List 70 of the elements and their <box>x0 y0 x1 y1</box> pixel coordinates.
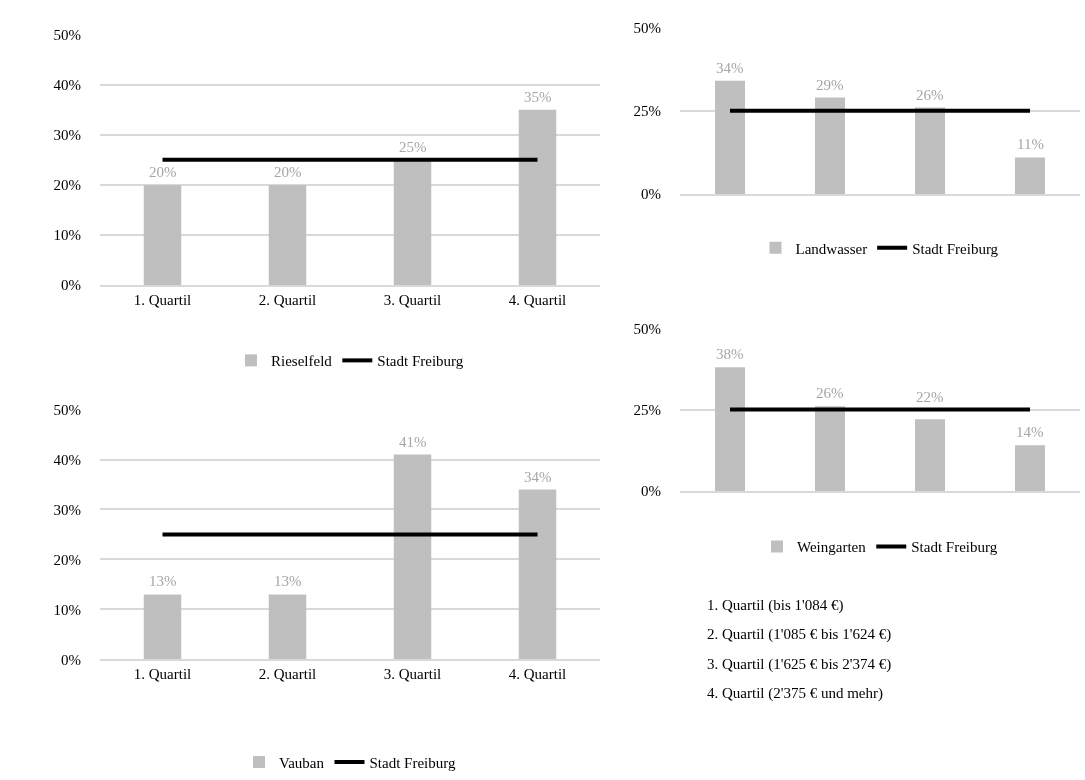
bar <box>393 454 432 660</box>
y-tick-label: 20% <box>53 551 81 568</box>
y-tick-label: 0% <box>641 483 661 500</box>
data-label: 20% <box>274 164 302 180</box>
legend-label: Landwasser <box>795 240 868 257</box>
bar <box>815 97 845 195</box>
data-label: 34% <box>524 469 552 485</box>
bar <box>915 419 945 491</box>
y-tick-label: 50% <box>53 26 81 43</box>
legend-label: Stadt Freiburg <box>377 353 464 370</box>
data-label: 20% <box>149 164 177 180</box>
y-tick-label: 30% <box>53 501 81 518</box>
bar <box>915 107 945 195</box>
y-tick-label: 20% <box>53 177 81 194</box>
text: 4. Quartil (2'375 € und mehr) <box>707 685 884 702</box>
x-tick-label: 1. Quartil <box>133 666 192 683</box>
x-tick-label: 2. Quartil <box>258 292 317 309</box>
bar <box>518 489 557 660</box>
data-label: 29% <box>816 77 844 93</box>
bar <box>1015 445 1045 491</box>
y-tick-label: 25% <box>633 103 661 120</box>
y-tick-label: 0% <box>641 186 661 203</box>
y-tick-label: 30% <box>53 127 81 143</box>
bar <box>268 594 307 660</box>
legend-label: Rieselfeld <box>271 353 333 370</box>
y-tick-label: 40% <box>53 451 81 468</box>
legend-label: Vauban <box>279 754 325 771</box>
y-tick-label: 10% <box>53 601 81 618</box>
y-tick-label: 10% <box>53 227 81 244</box>
data-label: 14% <box>1016 424 1044 440</box>
bar <box>518 109 557 286</box>
bar <box>715 367 745 491</box>
x-tick-label: 3. Quartil <box>383 666 442 683</box>
y-tick-label: 0% <box>61 651 81 668</box>
data-label: 34% <box>716 60 744 76</box>
data-label: 11% <box>1017 136 1044 152</box>
bar <box>815 406 845 491</box>
y-tick-label: 25% <box>633 401 661 418</box>
bar <box>143 184 182 286</box>
bar <box>715 80 745 195</box>
legend-label: Stadt Freiburg <box>911 539 998 556</box>
data-label: 26% <box>916 87 944 103</box>
data-label: 41% <box>399 434 427 450</box>
data-label: 22% <box>916 389 944 405</box>
data-label: 38% <box>716 346 744 362</box>
x-tick-label: 4. Quartil <box>508 666 567 683</box>
y-tick-label: 50% <box>53 401 81 418</box>
data-label: 25% <box>399 139 427 155</box>
text: 1. Quartil (bis 1'084 €) <box>707 597 844 614</box>
legend-label: Stadt Freiburg <box>912 240 999 257</box>
y-tick-label: 50% <box>633 320 661 337</box>
bar <box>393 159 432 286</box>
y-tick-label: 50% <box>633 19 661 36</box>
bar <box>268 184 307 286</box>
legend-label: Stadt Freiburg <box>369 754 456 771</box>
y-tick-label: 0% <box>61 277 81 294</box>
text: 3. Quartil (1'625 € bis 2'374 €) <box>707 656 892 673</box>
text: 2. Quartil (1'085 € bis 1'624 €) <box>707 626 892 643</box>
data-label: 26% <box>816 385 844 401</box>
x-tick-label: 2. Quartil <box>258 666 317 683</box>
bar <box>1015 157 1045 195</box>
data-label: 35% <box>524 89 552 105</box>
data-label: 13% <box>274 573 302 589</box>
x-tick-label: 1. Quartil <box>133 292 192 309</box>
legend-label: Weingarten <box>797 539 867 556</box>
y-tick-label: 40% <box>53 76 81 93</box>
data-label: 13% <box>149 573 177 589</box>
x-tick-label: 4. Quartil <box>508 292 567 309</box>
x-tick-label: 3. Quartil <box>383 292 442 309</box>
bar <box>143 594 182 660</box>
